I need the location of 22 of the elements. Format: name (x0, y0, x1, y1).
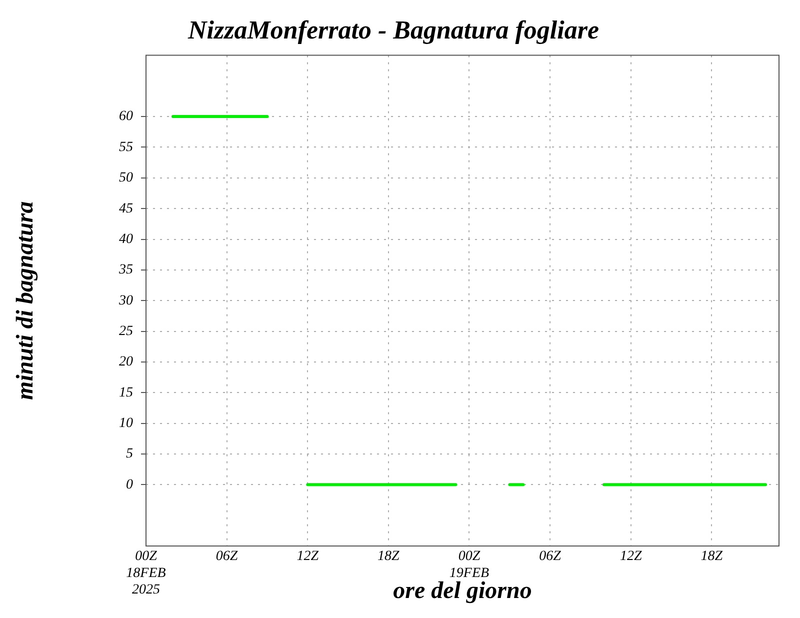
y-tick-label: 5 (126, 446, 133, 462)
y-tick-label: 45 (119, 201, 133, 216)
y-tick-label: 30 (118, 293, 133, 308)
y-tick-label: 10 (119, 416, 133, 431)
x-tick-label: 12Z (620, 549, 642, 564)
y-tick-label: 15 (119, 385, 133, 400)
x-tick-label: 12Z (296, 549, 319, 564)
x-tick-label: 00Z 18FEB 2025 (126, 549, 166, 598)
y-tick-label: 60 (119, 109, 133, 124)
y-tick-label: 25 (119, 324, 133, 339)
x-tick-label: 06Z (539, 549, 562, 564)
y-tick-label: 50 (119, 170, 133, 186)
y-tick-label: 55 (119, 140, 133, 155)
y-tick-label: 20 (119, 354, 133, 370)
x-tick-label: 18Z (700, 549, 723, 564)
y-tick-label: 40 (119, 232, 133, 247)
y-axis-title: minuti di bagnatura (12, 201, 39, 400)
chart-title: NizzaMonferrato - Bagnatura fogliare (187, 15, 599, 44)
x-tick-label: 18Z (378, 549, 400, 564)
y-tick-label: 0 (126, 477, 133, 492)
y-tick-label: 35 (118, 262, 133, 278)
x-tick-label: 06Z (216, 549, 238, 564)
